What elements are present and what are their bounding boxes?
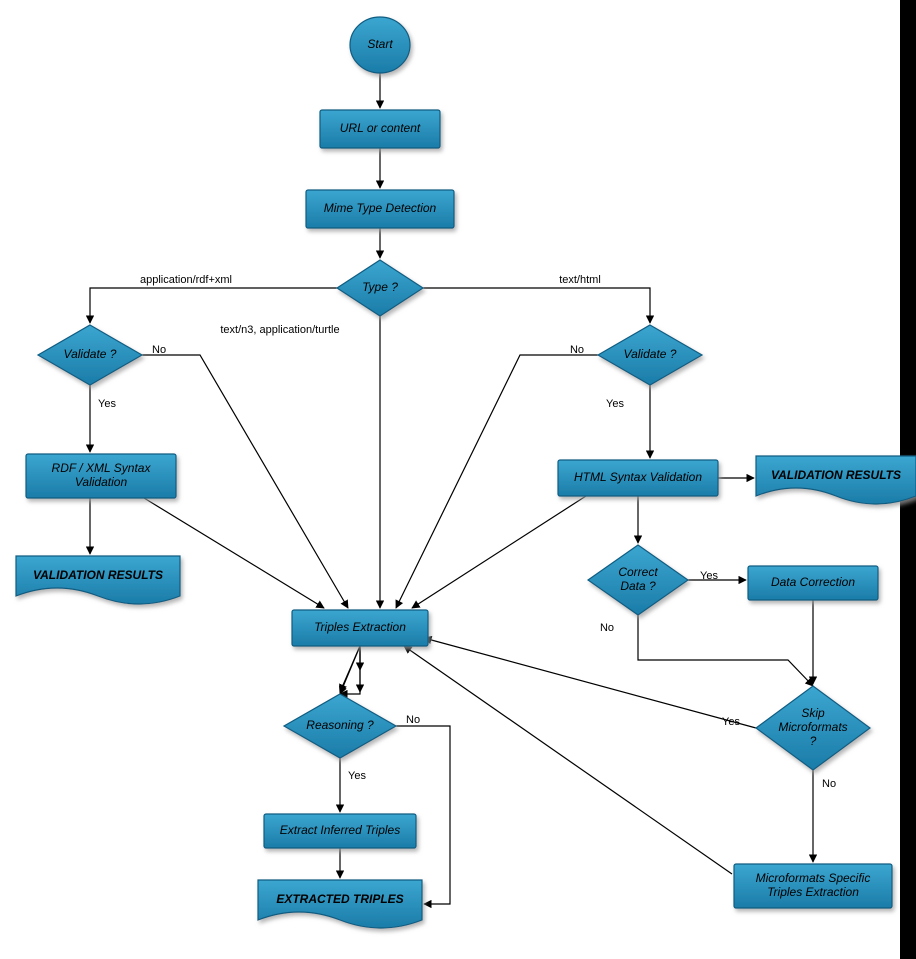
- svg-text:Microformats Specific: Microformats Specific: [756, 871, 871, 885]
- svg-text:Validate ?: Validate ?: [64, 347, 117, 361]
- svg-text:Data Correction: Data Correction: [771, 575, 855, 589]
- label-reason-no: No: [406, 714, 420, 726]
- label-vleft-yes: Yes: [98, 398, 116, 410]
- svg-text:Reasoning ?: Reasoning ?: [306, 718, 374, 732]
- svg-text:VALIDATION RESULTS: VALIDATION RESULTS: [771, 468, 901, 482]
- label-skip-yes: Yes: [722, 716, 740, 728]
- svg-text:RDF / XML Syntax: RDF / XML Syntax: [52, 461, 152, 475]
- label-vright-no: No: [570, 344, 584, 356]
- svg-text:Mime Type Detection: Mime Type Detection: [324, 201, 437, 215]
- flowchart: application/rdf+xml text/html text/n3, a…: [0, 0, 916, 959]
- label-cd-no: No: [600, 622, 614, 634]
- label-reason-yes: Yes: [348, 770, 366, 782]
- svg-text:Skip: Skip: [801, 706, 825, 720]
- svg-text:Validate ?: Validate ?: [624, 347, 677, 361]
- svg-text:URL or content: URL or content: [340, 121, 421, 135]
- label-cd-yes: Yes: [700, 570, 718, 582]
- svg-text:Data ?: Data ?: [620, 579, 656, 593]
- svg-text:Start: Start: [367, 37, 393, 51]
- svg-text:HTML Syntax Validation: HTML Syntax Validation: [574, 470, 702, 484]
- label-text-html: text/html: [559, 274, 601, 286]
- edge-labels: application/rdf+xml text/html text/n3, a…: [98, 274, 836, 790]
- svg-text:Extract Inferred Triples: Extract Inferred Triples: [280, 823, 400, 837]
- svg-text:Triples Extraction: Triples Extraction: [314, 620, 406, 634]
- svg-text:?: ?: [810, 734, 817, 748]
- svg-text:Correct: Correct: [618, 565, 658, 579]
- label-skip-no: No: [822, 778, 836, 790]
- label-app-rdf: application/rdf+xml: [140, 274, 232, 286]
- svg-text:Validation: Validation: [75, 475, 128, 489]
- svg-text:VALIDATION RESULTS: VALIDATION RESULTS: [33, 568, 163, 582]
- nodes-group: Start URL or content Mime Type Detection Ty…: [16, 17, 916, 928]
- label-vleft-no: No: [152, 344, 166, 356]
- svg-text:Microformats: Microformats: [778, 720, 847, 734]
- label-vright-yes: Yes: [606, 398, 624, 410]
- label-n3-turtle: text/n3, application/turtle: [220, 324, 339, 336]
- svg-text:Type ?: Type ?: [362, 280, 398, 294]
- svg-text:EXTRACTED TRIPLES: EXTRACTED TRIPLES: [276, 892, 403, 906]
- svg-text:Triples Extraction: Triples Extraction: [767, 885, 859, 899]
